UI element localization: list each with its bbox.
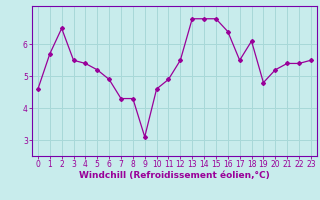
X-axis label: Windchill (Refroidissement éolien,°C): Windchill (Refroidissement éolien,°C) [79, 171, 270, 180]
